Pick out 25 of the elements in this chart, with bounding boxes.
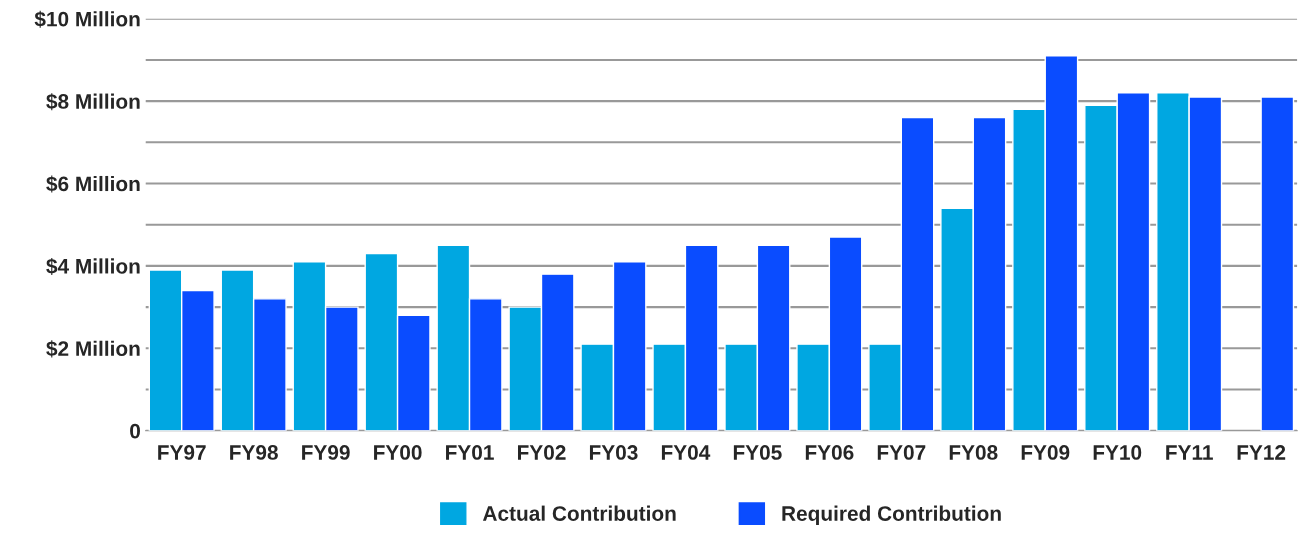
x-tick-label: FY97 [158, 445, 206, 460]
x-tick-label: FY05 [733, 445, 782, 460]
x-tick-label: FY01 [446, 445, 494, 460]
x-tick-label: FY11 [1166, 445, 1213, 460]
x-tick-label: FY08 [949, 445, 998, 460]
x-tick-label: FY00 [374, 445, 422, 460]
x-tick-label: FY06 [805, 445, 854, 460]
x-tick-label: FY98 [230, 445, 278, 460]
y-tick-label: 0 [130, 423, 140, 439]
legend-label: Required Contribution [782, 505, 1001, 526]
x-tick-label: FY12 [1237, 445, 1286, 460]
x-tick-label: FY02 [518, 445, 566, 460]
x-tick-label: FY03 [589, 445, 638, 460]
x-tick-label: FY04 [661, 445, 711, 460]
x-tick-label: FY99 [302, 445, 350, 460]
y-tick-label: $4 Million [46, 257, 140, 275]
x-tick-label: FY07 [877, 445, 926, 460]
bar [1260, 96, 1295, 431]
x-tick-label: FY09 [1021, 445, 1070, 460]
y-tick-label: $8 Million [46, 93, 140, 111]
y-tick-label: $10 Million [34, 10, 140, 28]
y-tick-label: $2 Million [46, 340, 140, 358]
y-tick-label: $6 Million [46, 175, 140, 193]
x-tick-label: FY10 [1093, 445, 1142, 460]
legend-label: Actual Contribution [482, 505, 676, 521]
